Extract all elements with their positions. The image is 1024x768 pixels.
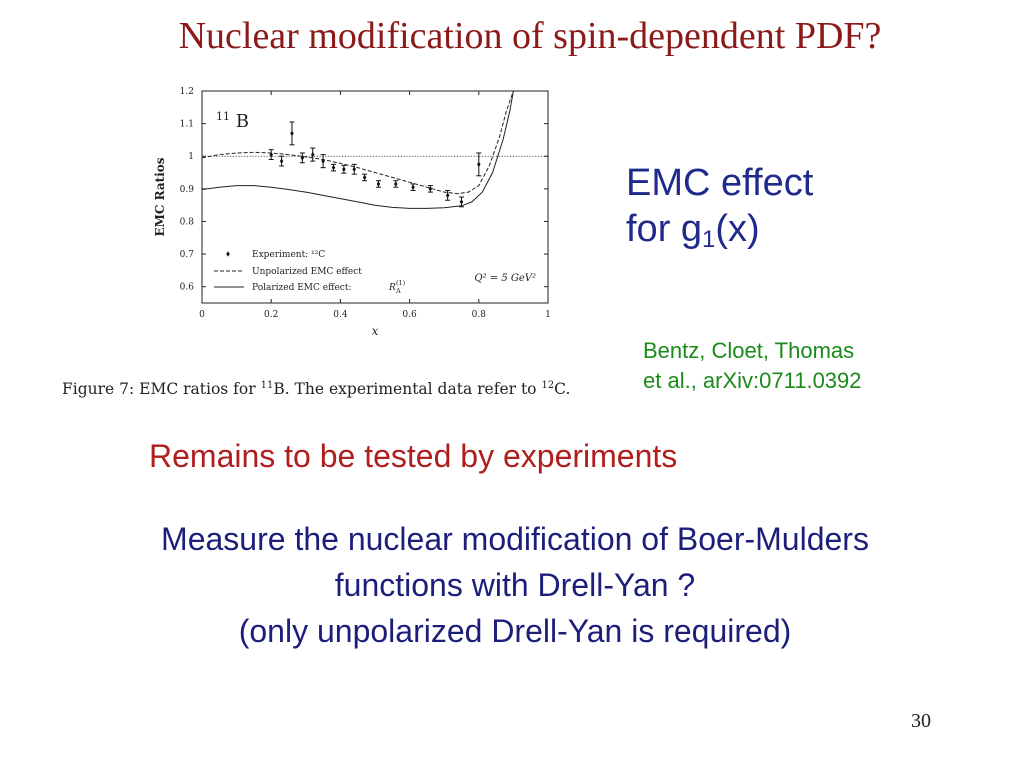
emc-line-2-suffix: (x)	[715, 208, 760, 250]
citation-line-2: et al., arXiv:0711.0392	[643, 368, 862, 393]
data-point	[300, 155, 305, 161]
unpolarized-emc-line	[201, 90, 514, 195]
emc-effect-label: EMC effect for g1(x)	[626, 160, 813, 263]
legend-label: Unpolarized EMC effect	[252, 267, 362, 277]
figure-caption: Figure 7: EMC ratios for 11B. The experi…	[62, 380, 570, 398]
data-point	[376, 181, 381, 187]
data-point	[393, 181, 398, 187]
x-tick-label: 0.6	[402, 310, 417, 320]
emc-ratios-chart: 0 0.2 0.4 0.6 0.8 1 0.6 0.7 0.8 0.9 1 1.1 1.2 Experi…	[153, 87, 551, 338]
y-tick-label: 1.1	[180, 120, 194, 130]
y-tick-label: 0.6	[180, 283, 195, 293]
y-tick-label: 0.9	[180, 185, 195, 195]
legend-symbol	[226, 251, 230, 257]
emc-line-2-prefix: for g	[626, 208, 703, 250]
polarized-emc-line	[201, 90, 514, 209]
data-point	[362, 174, 367, 181]
slide-title: Nuclear modification of spin-dependent P…	[178, 15, 882, 57]
data-point	[477, 161, 481, 167]
measure-line-2: functions with Drell-Yan ?	[334, 567, 696, 603]
data-point	[290, 130, 294, 136]
emc-line-2: for g1(x)	[626, 206, 813, 263]
page-number: 30	[911, 710, 931, 732]
data-point	[279, 158, 284, 164]
legend-symbol-sub: A	[395, 287, 401, 295]
chart-axes	[201, 90, 549, 304]
legend-label: Polarized EMC effect:	[252, 283, 352, 293]
x-tick-label: 0.4	[333, 310, 348, 320]
x-tick-label: 0.8	[472, 310, 487, 320]
q2-label: Q² = 5 GeV²	[474, 273, 536, 284]
emc-line-1: EMC effect	[626, 162, 814, 204]
x-tick-label: 1	[545, 310, 551, 320]
measure-line-1: Measure the nuclear modification of Boer…	[161, 521, 869, 557]
data-point	[459, 199, 464, 205]
x-tick-label: 0.2	[264, 310, 278, 320]
data-point	[352, 166, 357, 172]
caption-mid: B. The experimental data refer to	[273, 380, 542, 399]
data-point	[342, 166, 346, 172]
chart-legend: Experiment: ¹²C Unpolarized EMC effect Pol…	[214, 250, 406, 295]
y-tick-label: 1.2	[180, 87, 194, 97]
legend-symbol-sup: (1)	[396, 279, 406, 287]
data-point	[310, 152, 315, 158]
x-axis-label: x	[372, 324, 379, 338]
citation: Bentz, Cloet, Thomas et al., arXiv:0711.…	[643, 336, 862, 396]
legend-symbol-label: R	[388, 283, 396, 293]
data-point	[411, 184, 415, 190]
nucleus-symbol: B	[236, 111, 249, 132]
remains-text: Remains to be tested by experiments	[149, 438, 678, 474]
measure-text: Measure the nuclear modification of Boer…	[40, 516, 990, 654]
caption-c-mass: 12	[541, 380, 555, 391]
legend-label: Experiment: ¹²C	[252, 250, 325, 260]
caption-prefix: Figure 7: EMC ratios for	[62, 380, 261, 399]
data-point	[331, 165, 336, 171]
data-point	[445, 192, 450, 198]
y-axis-label: EMC Ratios	[153, 157, 167, 236]
x-tick-label: 0	[199, 310, 205, 320]
emc-line-2-sub: 1	[702, 226, 716, 253]
caption-suffix: C.	[554, 380, 571, 399]
data-point	[321, 158, 325, 164]
y-tick-label: 0.7	[180, 250, 195, 260]
nucleus-label: 11 B	[216, 104, 249, 132]
nucleus-mass: 11	[216, 110, 230, 123]
measure-line-3: (only unpolarized Drell-Yan is required)	[238, 613, 792, 649]
caption-b-mass: 11	[260, 380, 274, 391]
citation-line-1: Bentz, Cloet, Thomas	[643, 338, 855, 363]
chart-series	[201, 90, 548, 209]
y-tick-label: 0.8	[180, 217, 195, 227]
plot-frame	[201, 90, 549, 304]
y-tick-label: 1	[188, 152, 194, 162]
data-point	[269, 152, 273, 158]
